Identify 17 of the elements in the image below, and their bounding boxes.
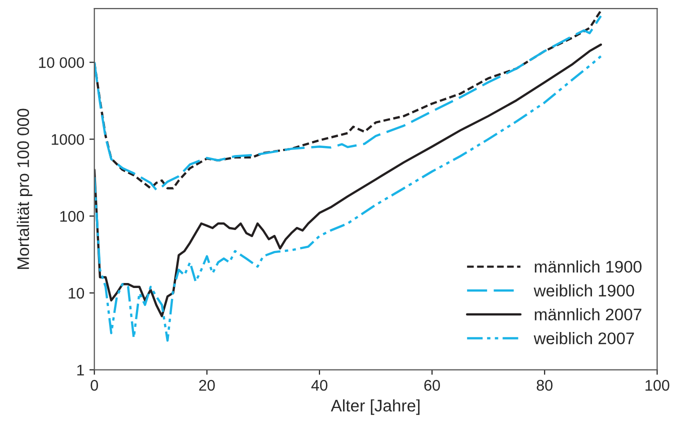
y-axis-title: Mortalität pro 100 000 xyxy=(16,108,32,269)
x-tick-label: 60 xyxy=(424,380,440,391)
x-tick-label: 0 xyxy=(90,380,98,391)
legend-label: männlich 1900 xyxy=(534,260,642,273)
legend-label: weiblich 2007 xyxy=(534,332,634,344)
x-tick-label: 80 xyxy=(536,380,552,391)
y-tick-label: 10 xyxy=(68,288,84,299)
y-tick-label: 1000 xyxy=(52,134,84,145)
x-tick-label: 100 xyxy=(646,380,670,391)
legend-label: männlich 2007 xyxy=(534,308,642,320)
x-tick-label: 20 xyxy=(199,380,215,391)
y-tick-label: 100 xyxy=(60,210,84,222)
x-tick-label: 40 xyxy=(311,380,328,391)
x-axis-title: Alter [Jahre] xyxy=(330,399,420,415)
legend-label: weiblich 1900 xyxy=(534,284,634,297)
y-tick-label: 1 xyxy=(77,364,84,376)
y-tick-label: 10 000 xyxy=(39,57,84,68)
